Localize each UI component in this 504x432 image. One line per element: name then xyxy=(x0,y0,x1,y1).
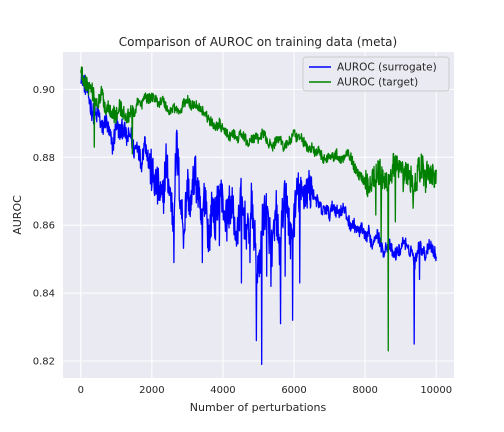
y-tick-label: 0.90 xyxy=(33,85,55,96)
y-tick-label: 0.86 xyxy=(33,221,55,232)
legend-label: AUROC (target) xyxy=(337,77,418,89)
legend-label: AUROC (surrogate) xyxy=(337,62,437,74)
x-tick-label: 6000 xyxy=(281,385,306,396)
y-tick-label: 0.84 xyxy=(33,289,55,300)
x-tick-label: 4000 xyxy=(210,385,235,396)
chart-title: Comparison of AUROC on training data (me… xyxy=(119,35,397,49)
x-axis-label: Number of perturbations xyxy=(190,401,327,414)
y-axis-label: AUROC xyxy=(11,195,24,235)
x-tick-label: 2000 xyxy=(139,385,164,396)
legend: AUROC (surrogate) AUROC (target) xyxy=(303,57,449,91)
y-tick-label: 0.88 xyxy=(33,153,55,164)
y-tick-label: 0.82 xyxy=(33,357,55,368)
x-tick-label: 10000 xyxy=(420,385,452,396)
x-tick-label: 8000 xyxy=(352,385,377,396)
x-tick-label: 0 xyxy=(78,385,84,396)
